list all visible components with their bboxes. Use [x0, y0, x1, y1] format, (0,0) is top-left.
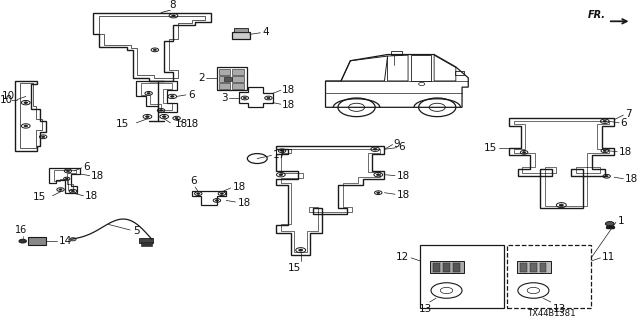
Bar [219, 69, 230, 75]
Circle shape [280, 150, 284, 152]
Text: 15: 15 [116, 119, 129, 129]
Bar [508, 245, 591, 308]
Text: 10: 10 [2, 92, 15, 101]
Bar [219, 84, 230, 89]
Bar [531, 263, 536, 272]
Circle shape [605, 221, 614, 226]
Text: 6: 6 [188, 90, 195, 100]
Text: 1: 1 [618, 216, 625, 226]
Bar [140, 238, 153, 243]
Text: TX44B1381: TX44B1381 [528, 309, 576, 318]
Circle shape [146, 116, 149, 117]
Text: 14: 14 [59, 236, 72, 246]
Text: 18: 18 [237, 198, 251, 208]
Text: 5: 5 [133, 226, 140, 236]
Text: 7: 7 [625, 108, 632, 118]
Text: FR.: FR. [588, 10, 605, 20]
Text: 8: 8 [169, 0, 175, 10]
Bar [225, 77, 232, 81]
Circle shape [605, 175, 608, 177]
Text: 10: 10 [0, 94, 13, 105]
Text: 13: 13 [419, 304, 432, 314]
Text: 18: 18 [232, 182, 246, 192]
Circle shape [24, 102, 28, 104]
Circle shape [67, 170, 70, 172]
Bar [28, 237, 46, 245]
Circle shape [147, 92, 150, 94]
Bar [232, 69, 244, 75]
Circle shape [243, 97, 246, 99]
Circle shape [267, 97, 270, 99]
Bar [444, 263, 450, 272]
Circle shape [604, 150, 606, 152]
Text: 13: 13 [553, 304, 566, 314]
Text: 17: 17 [273, 150, 286, 160]
Circle shape [377, 192, 380, 194]
Bar [430, 261, 464, 273]
Text: 18: 18 [91, 171, 104, 181]
Text: 16: 16 [15, 225, 28, 235]
Text: 15: 15 [484, 143, 497, 153]
Circle shape [197, 193, 200, 194]
Circle shape [19, 239, 26, 243]
Circle shape [42, 136, 45, 138]
Circle shape [24, 125, 28, 127]
Bar [520, 263, 527, 272]
Circle shape [216, 200, 218, 201]
Circle shape [163, 116, 166, 117]
Text: 18: 18 [282, 100, 295, 110]
Bar [232, 32, 250, 39]
Circle shape [59, 189, 62, 190]
Text: 15: 15 [288, 262, 301, 273]
Circle shape [559, 204, 563, 206]
Bar [516, 261, 551, 273]
Bar [232, 84, 244, 89]
Bar [420, 245, 504, 308]
Circle shape [172, 15, 175, 17]
Circle shape [170, 96, 174, 97]
Bar [232, 76, 244, 82]
Circle shape [279, 174, 283, 176]
Text: 6: 6 [190, 176, 196, 186]
Text: 3: 3 [221, 93, 227, 103]
Text: 18: 18 [282, 84, 295, 95]
Bar [217, 67, 246, 90]
Bar [540, 263, 547, 272]
Bar [433, 263, 440, 272]
Text: 6: 6 [83, 162, 90, 172]
Text: 11: 11 [602, 252, 616, 262]
Bar [454, 71, 464, 75]
Bar [234, 28, 248, 32]
Text: 18: 18 [175, 119, 188, 129]
Circle shape [72, 190, 74, 192]
Text: 9: 9 [394, 139, 401, 149]
Bar [453, 263, 460, 272]
Circle shape [299, 249, 303, 251]
Text: 6: 6 [620, 118, 627, 128]
Circle shape [65, 178, 68, 179]
Text: 18: 18 [625, 174, 639, 184]
Text: 18: 18 [397, 190, 410, 200]
Circle shape [70, 238, 76, 241]
Circle shape [376, 174, 380, 176]
Text: 18: 18 [186, 119, 199, 129]
Circle shape [220, 193, 223, 194]
Text: 2: 2 [198, 73, 205, 84]
Circle shape [603, 120, 607, 122]
Bar [390, 52, 402, 55]
Text: 12: 12 [396, 252, 410, 262]
Bar [141, 242, 152, 246]
Text: 18: 18 [397, 171, 410, 181]
Circle shape [154, 49, 156, 51]
Text: 18: 18 [84, 191, 98, 201]
Text: 6: 6 [398, 142, 404, 152]
Text: 15: 15 [33, 192, 46, 202]
Circle shape [175, 117, 178, 119]
Circle shape [523, 152, 525, 153]
Circle shape [159, 110, 163, 111]
Text: 4: 4 [262, 27, 269, 37]
Text: 18: 18 [618, 147, 632, 157]
Circle shape [373, 148, 377, 150]
Bar [219, 76, 230, 82]
